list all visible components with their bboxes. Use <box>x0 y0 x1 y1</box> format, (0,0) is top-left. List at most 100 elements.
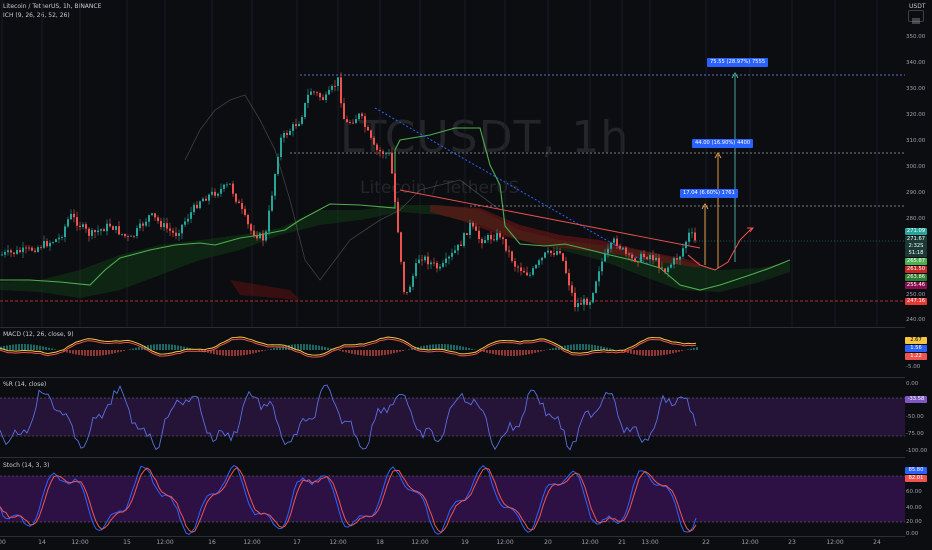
williams-tick: 0.00 <box>906 381 919 387</box>
macd-bar <box>603 346 605 350</box>
candle <box>451 252 453 257</box>
candle <box>616 238 618 246</box>
measure-label-3[interactable]: 75.55 (28.97%) 7555 <box>707 58 769 67</box>
macd-bar <box>339 350 341 351</box>
stoch-tick: 40.00 <box>906 505 922 511</box>
candle <box>499 233 501 238</box>
candle <box>397 201 399 233</box>
stoch-tick: 60.00 <box>906 489 922 495</box>
time-tick: 12:00 <box>496 539 514 546</box>
candle <box>340 77 342 104</box>
macd-bar <box>378 350 380 356</box>
candle <box>319 93 321 98</box>
macd-bar <box>453 344 455 350</box>
measure-label-2[interactable]: 44.00 (16.90%) 4400 <box>692 139 754 148</box>
candle <box>493 239 495 241</box>
candle <box>76 217 78 226</box>
measure-label-1[interactable]: 17.04 (6.60%) 1761 <box>680 189 738 198</box>
candle <box>352 122 354 124</box>
candle <box>505 238 507 251</box>
macd-label[interactable]: MACD (12, 26, close, 9) <box>3 331 74 338</box>
macd-bar <box>123 350 125 351</box>
candle <box>73 213 75 218</box>
ichimoku-indicator-label[interactable]: ICH (9, 26, 26, 52, 26) <box>3 12 70 19</box>
macd-bar <box>129 349 131 350</box>
macd-bar <box>549 348 551 350</box>
macd-bar <box>324 346 326 350</box>
candle <box>328 89 330 95</box>
macd-bar <box>294 344 296 350</box>
kijun-line <box>0 127 791 291</box>
candle <box>577 303 579 308</box>
price-tick: 340.00 <box>906 60 926 66</box>
macd-bar <box>486 350 488 353</box>
candle <box>490 235 492 240</box>
candle <box>553 253 555 255</box>
macd-bar <box>468 348 470 350</box>
macd-bar <box>186 347 188 350</box>
williams-r-label[interactable]: %R (14, close) <box>3 381 47 388</box>
macd-bar <box>504 350 506 356</box>
macd-badge: 1.22 <box>905 353 927 360</box>
macd-bar <box>594 345 596 350</box>
candle <box>466 233 468 235</box>
macd-bar <box>132 348 134 350</box>
macd-bar <box>114 350 116 354</box>
time-tick: 12:00 <box>71 539 89 546</box>
candle <box>661 267 663 269</box>
candle <box>202 198 204 202</box>
macd-pane[interactable] <box>0 328 905 378</box>
stoch-label[interactable]: Stoch (14, 3, 3) <box>3 462 50 469</box>
price-badge: 255.46 <box>905 282 927 289</box>
candle <box>130 235 132 237</box>
time-tick: 14 <box>38 539 46 546</box>
macd-bar <box>117 350 119 353</box>
macd-bar <box>438 344 440 350</box>
macd-bar <box>345 350 347 353</box>
macd-bar <box>369 350 371 356</box>
stoch-pane[interactable] <box>0 458 905 536</box>
macd-bar <box>573 344 575 350</box>
time-tick: 12:00 <box>411 539 429 546</box>
candle <box>595 281 597 293</box>
time-tick: 12:00 <box>329 539 347 546</box>
macd-bar <box>543 350 545 351</box>
macd-bar <box>408 349 410 350</box>
candle <box>121 233 123 235</box>
candle <box>367 126 369 131</box>
candle <box>19 250 21 253</box>
stoch-tick: 20.00 <box>906 519 922 525</box>
candle <box>235 193 237 202</box>
settings-icon[interactable] <box>908 10 924 24</box>
candle <box>22 247 24 253</box>
price-badge: 271.09 <box>905 228 927 235</box>
macd-bar <box>231 350 233 356</box>
macd-bar <box>666 350 668 355</box>
candle <box>88 228 90 236</box>
macd-bar <box>24 344 26 350</box>
candle <box>682 248 684 257</box>
candle <box>289 130 291 135</box>
candle <box>307 94 309 103</box>
macd-bar <box>42 346 44 350</box>
candle <box>154 213 156 218</box>
price-badge: 261.50 <box>905 266 927 273</box>
main-chart[interactable] <box>0 0 905 550</box>
candle <box>298 123 300 127</box>
macd-histogram <box>0 344 698 356</box>
candle <box>229 183 231 185</box>
candle <box>688 232 690 242</box>
projection-path <box>687 227 753 271</box>
macd-bar <box>396 350 398 353</box>
macd-bar <box>180 346 182 350</box>
candle <box>118 226 120 235</box>
macd-bar <box>576 344 578 350</box>
symbol-watermark: LTCUSDT, 1h <box>340 112 630 163</box>
candle <box>436 262 438 269</box>
williams-r-pane[interactable] <box>0 378 905 458</box>
price-tick: 250.00 <box>906 292 926 298</box>
price-tick: 240.00 <box>906 317 926 323</box>
macd-bar <box>588 344 590 350</box>
candle <box>574 292 576 308</box>
candle <box>619 245 621 249</box>
